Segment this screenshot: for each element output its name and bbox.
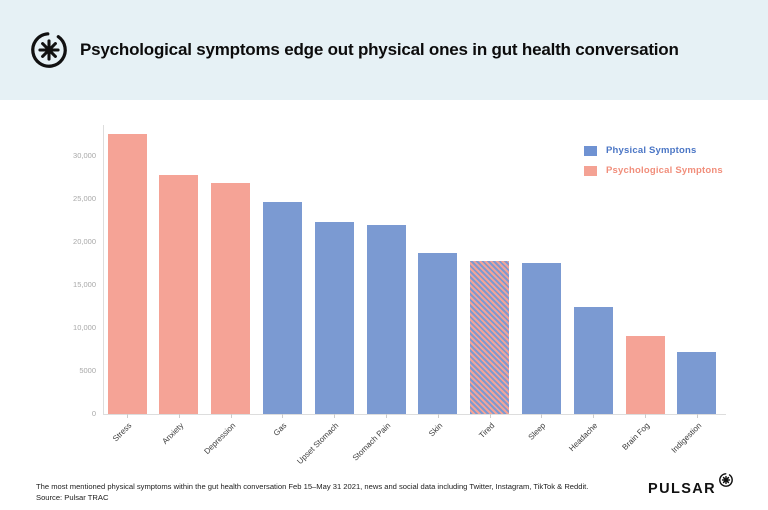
pulsar-brand: PULSAR bbox=[648, 473, 733, 498]
y-tick-label: 30,000 bbox=[73, 150, 96, 160]
bar-brain-fog bbox=[625, 335, 665, 414]
caption-line: The most mentioned physical symptoms wit… bbox=[36, 482, 589, 491]
y-tick-label: 10,000 bbox=[73, 323, 96, 332]
bar-depression bbox=[211, 182, 251, 414]
x-tick bbox=[696, 414, 698, 418]
pulsar-asterisk-icon bbox=[28, 29, 70, 71]
bar-sleep bbox=[521, 263, 561, 414]
pulsar-asterisk-icon bbox=[718, 472, 734, 488]
page-title: Psychological symptoms edge out physical… bbox=[80, 40, 679, 59]
legend-item-physical: Physical Symptons bbox=[584, 145, 723, 156]
legend: Physical Symptons Psychological Symptons bbox=[584, 145, 723, 185]
x-tick bbox=[282, 414, 284, 418]
y-tick-label: 15,000 bbox=[73, 279, 96, 289]
y-tick-label: 25,000 bbox=[73, 193, 96, 203]
x-tick bbox=[127, 414, 128, 418]
x-tick bbox=[489, 414, 491, 418]
source-line: Source: Pulsar TRAC bbox=[36, 492, 109, 502]
y-tick-label: 0 bbox=[91, 409, 96, 418]
bar-tired bbox=[470, 260, 510, 414]
x-tick bbox=[593, 414, 595, 418]
bar-indigestion bbox=[677, 352, 717, 414]
physical-swatch-icon bbox=[584, 145, 597, 156]
x-tick bbox=[437, 414, 439, 418]
x-tick bbox=[334, 414, 336, 418]
psychological-swatch-icon bbox=[584, 165, 597, 176]
legend-label-psychological: Psychological Symptons bbox=[606, 165, 723, 176]
bar-skin bbox=[418, 253, 458, 414]
x-tick bbox=[645, 414, 646, 418]
bar-gas bbox=[262, 201, 302, 414]
bar-upset-stomach bbox=[314, 222, 354, 414]
bar-stress bbox=[107, 134, 147, 414]
y-axis: 0 5000 10,000 15,000 20,000 25,000 30,000 bbox=[0, 125, 96, 418]
footer-caption: The most mentioned physical symptoms wit… bbox=[36, 482, 588, 503]
x-tick bbox=[230, 414, 232, 418]
bar-anxiety bbox=[159, 174, 199, 414]
legend-item-psychological: Psychological Symptons bbox=[584, 165, 723, 176]
bar-stomach-pain bbox=[366, 224, 406, 414]
bar-headache bbox=[573, 306, 613, 414]
y-tick-label: 5000 bbox=[79, 366, 96, 375]
brand-wordmark: PULSAR bbox=[648, 481, 717, 497]
legend-label-physical: Physical Symptons bbox=[606, 145, 697, 156]
x-tick bbox=[386, 414, 387, 418]
y-tick-label: 20,000 bbox=[73, 236, 96, 246]
x-tick bbox=[541, 414, 543, 418]
header: Psychological symptoms edge out physical… bbox=[0, 0, 768, 100]
x-tick bbox=[178, 414, 180, 418]
plot-area: Stress Anxiety Depression Gas Upset Stomach S… bbox=[103, 125, 726, 466]
